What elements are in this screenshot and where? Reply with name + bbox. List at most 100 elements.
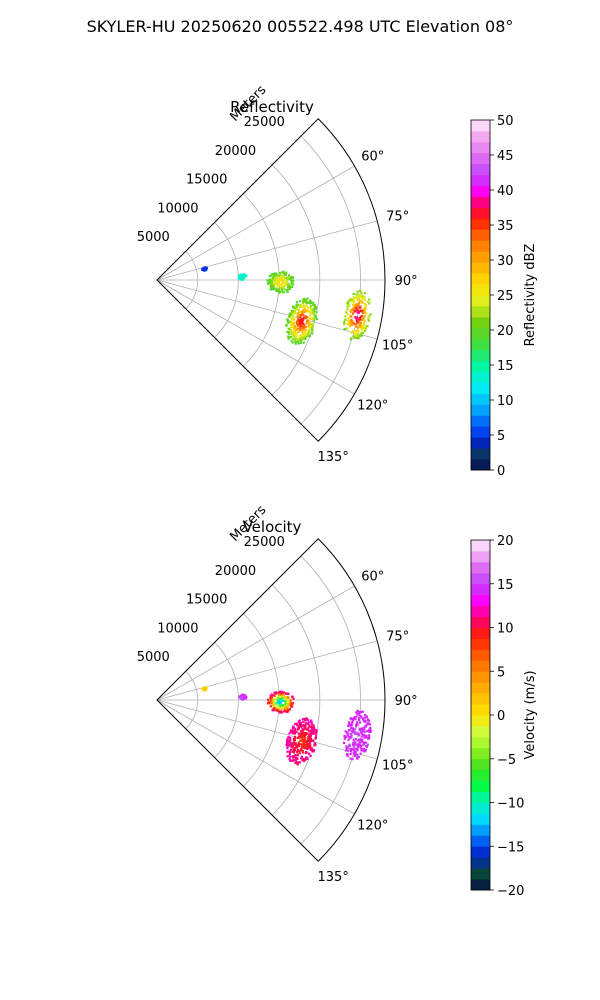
echo-gate bbox=[311, 301, 314, 304]
echo-gate bbox=[355, 319, 358, 323]
range-ring bbox=[271, 164, 321, 396]
echo-gate bbox=[359, 715, 363, 718]
echo-gate bbox=[286, 284, 289, 287]
colorbar-band bbox=[471, 218, 490, 230]
echo-gate bbox=[307, 739, 310, 743]
echo-gate bbox=[281, 286, 284, 289]
echo-gate bbox=[360, 744, 363, 747]
echo-gate bbox=[282, 694, 285, 698]
echo-gate bbox=[302, 757, 305, 761]
echo-gate bbox=[311, 329, 314, 332]
echo-gate bbox=[269, 278, 272, 281]
echo-gate bbox=[356, 299, 359, 302]
echo-gate bbox=[301, 311, 305, 314]
echo-gate bbox=[359, 321, 362, 324]
echo-gate bbox=[272, 288, 275, 291]
range-ring bbox=[214, 222, 239, 338]
echo-gate bbox=[281, 279, 284, 282]
echo-gate bbox=[291, 695, 294, 698]
echo-gate bbox=[349, 732, 352, 736]
echo-gate bbox=[360, 325, 364, 328]
echo-gate bbox=[293, 318, 296, 321]
echo-gate bbox=[363, 302, 366, 305]
echo-gate bbox=[307, 310, 310, 313]
echo-gate bbox=[286, 737, 289, 741]
echo-gate bbox=[290, 282, 293, 285]
echo-gate bbox=[291, 726, 295, 730]
echo-gate bbox=[307, 333, 310, 336]
angle-tick-label: 105° bbox=[382, 338, 413, 353]
echo-gate bbox=[288, 330, 291, 333]
echo-gate bbox=[290, 325, 293, 328]
echo-gate bbox=[364, 741, 368, 744]
echo-gate bbox=[274, 692, 277, 695]
echo-gate bbox=[352, 738, 355, 741]
echo-gate bbox=[367, 719, 371, 723]
echo-gate bbox=[360, 314, 364, 318]
echo-gate bbox=[308, 724, 311, 727]
colorbar-band bbox=[471, 316, 490, 329]
echo-gate bbox=[290, 335, 293, 339]
echo-gate bbox=[286, 281, 289, 284]
echo-gate bbox=[356, 295, 359, 298]
echo-gate bbox=[368, 302, 371, 305]
echo-gate bbox=[304, 315, 307, 318]
echo-gate bbox=[353, 332, 357, 336]
echo-gate bbox=[305, 746, 309, 749]
colorbar-band bbox=[471, 437, 490, 449]
echo-gate bbox=[304, 335, 307, 338]
colorbar-band bbox=[471, 583, 490, 596]
echo-gate bbox=[273, 275, 276, 278]
echo-gate bbox=[288, 335, 292, 339]
echo-gate bbox=[343, 734, 346, 738]
echo-gate bbox=[362, 743, 365, 746]
echo-gate bbox=[311, 325, 314, 328]
echo-gate bbox=[359, 745, 362, 749]
echo-gate bbox=[355, 748, 359, 751]
echo-gate bbox=[277, 289, 281, 292]
echo-gate bbox=[356, 743, 360, 746]
echo-gate bbox=[288, 736, 292, 739]
echo-gate bbox=[287, 282, 290, 286]
echo-gate bbox=[313, 744, 316, 747]
angle-tick-label: 135° bbox=[318, 870, 349, 885]
echo-gate bbox=[355, 304, 358, 308]
echo-gate bbox=[352, 727, 355, 730]
echo-gate bbox=[278, 695, 282, 698]
echo-gate bbox=[346, 327, 349, 330]
echo-gate bbox=[302, 734, 305, 737]
echo-gate bbox=[286, 699, 289, 702]
echo-gate bbox=[346, 323, 349, 326]
echo-gate bbox=[302, 322, 305, 325]
echo-gate bbox=[310, 747, 313, 750]
echo-gate bbox=[305, 328, 308, 332]
echo-gate bbox=[295, 301, 298, 304]
echo-gate bbox=[364, 308, 367, 311]
echo-gate bbox=[295, 762, 298, 765]
colorbar-tick-label: −10 bbox=[497, 797, 524, 812]
echo-gate bbox=[291, 744, 294, 747]
colorbar-band bbox=[471, 561, 490, 574]
echo-gate bbox=[290, 320, 294, 323]
echo-gate bbox=[367, 316, 370, 319]
range-ring bbox=[185, 670, 199, 730]
echo-gate bbox=[313, 742, 316, 745]
echo-gate bbox=[363, 748, 366, 752]
echo-gate bbox=[362, 316, 365, 319]
echo-gate bbox=[242, 273, 246, 276]
echo-gate bbox=[343, 327, 346, 331]
echo-gate bbox=[303, 727, 307, 731]
echo-gate bbox=[298, 300, 302, 303]
echo-gate bbox=[356, 753, 359, 757]
echo-gate bbox=[351, 330, 355, 333]
echo-gate bbox=[305, 310, 308, 313]
echo-gate bbox=[294, 325, 297, 329]
echo-gate bbox=[300, 755, 304, 758]
echo-gate bbox=[290, 339, 293, 342]
echo-gate bbox=[355, 743, 358, 746]
echo-gate bbox=[312, 724, 315, 727]
colorbar-tick-label: 50 bbox=[497, 114, 514, 129]
echo-gate bbox=[357, 734, 361, 737]
echo-gate bbox=[298, 319, 301, 322]
